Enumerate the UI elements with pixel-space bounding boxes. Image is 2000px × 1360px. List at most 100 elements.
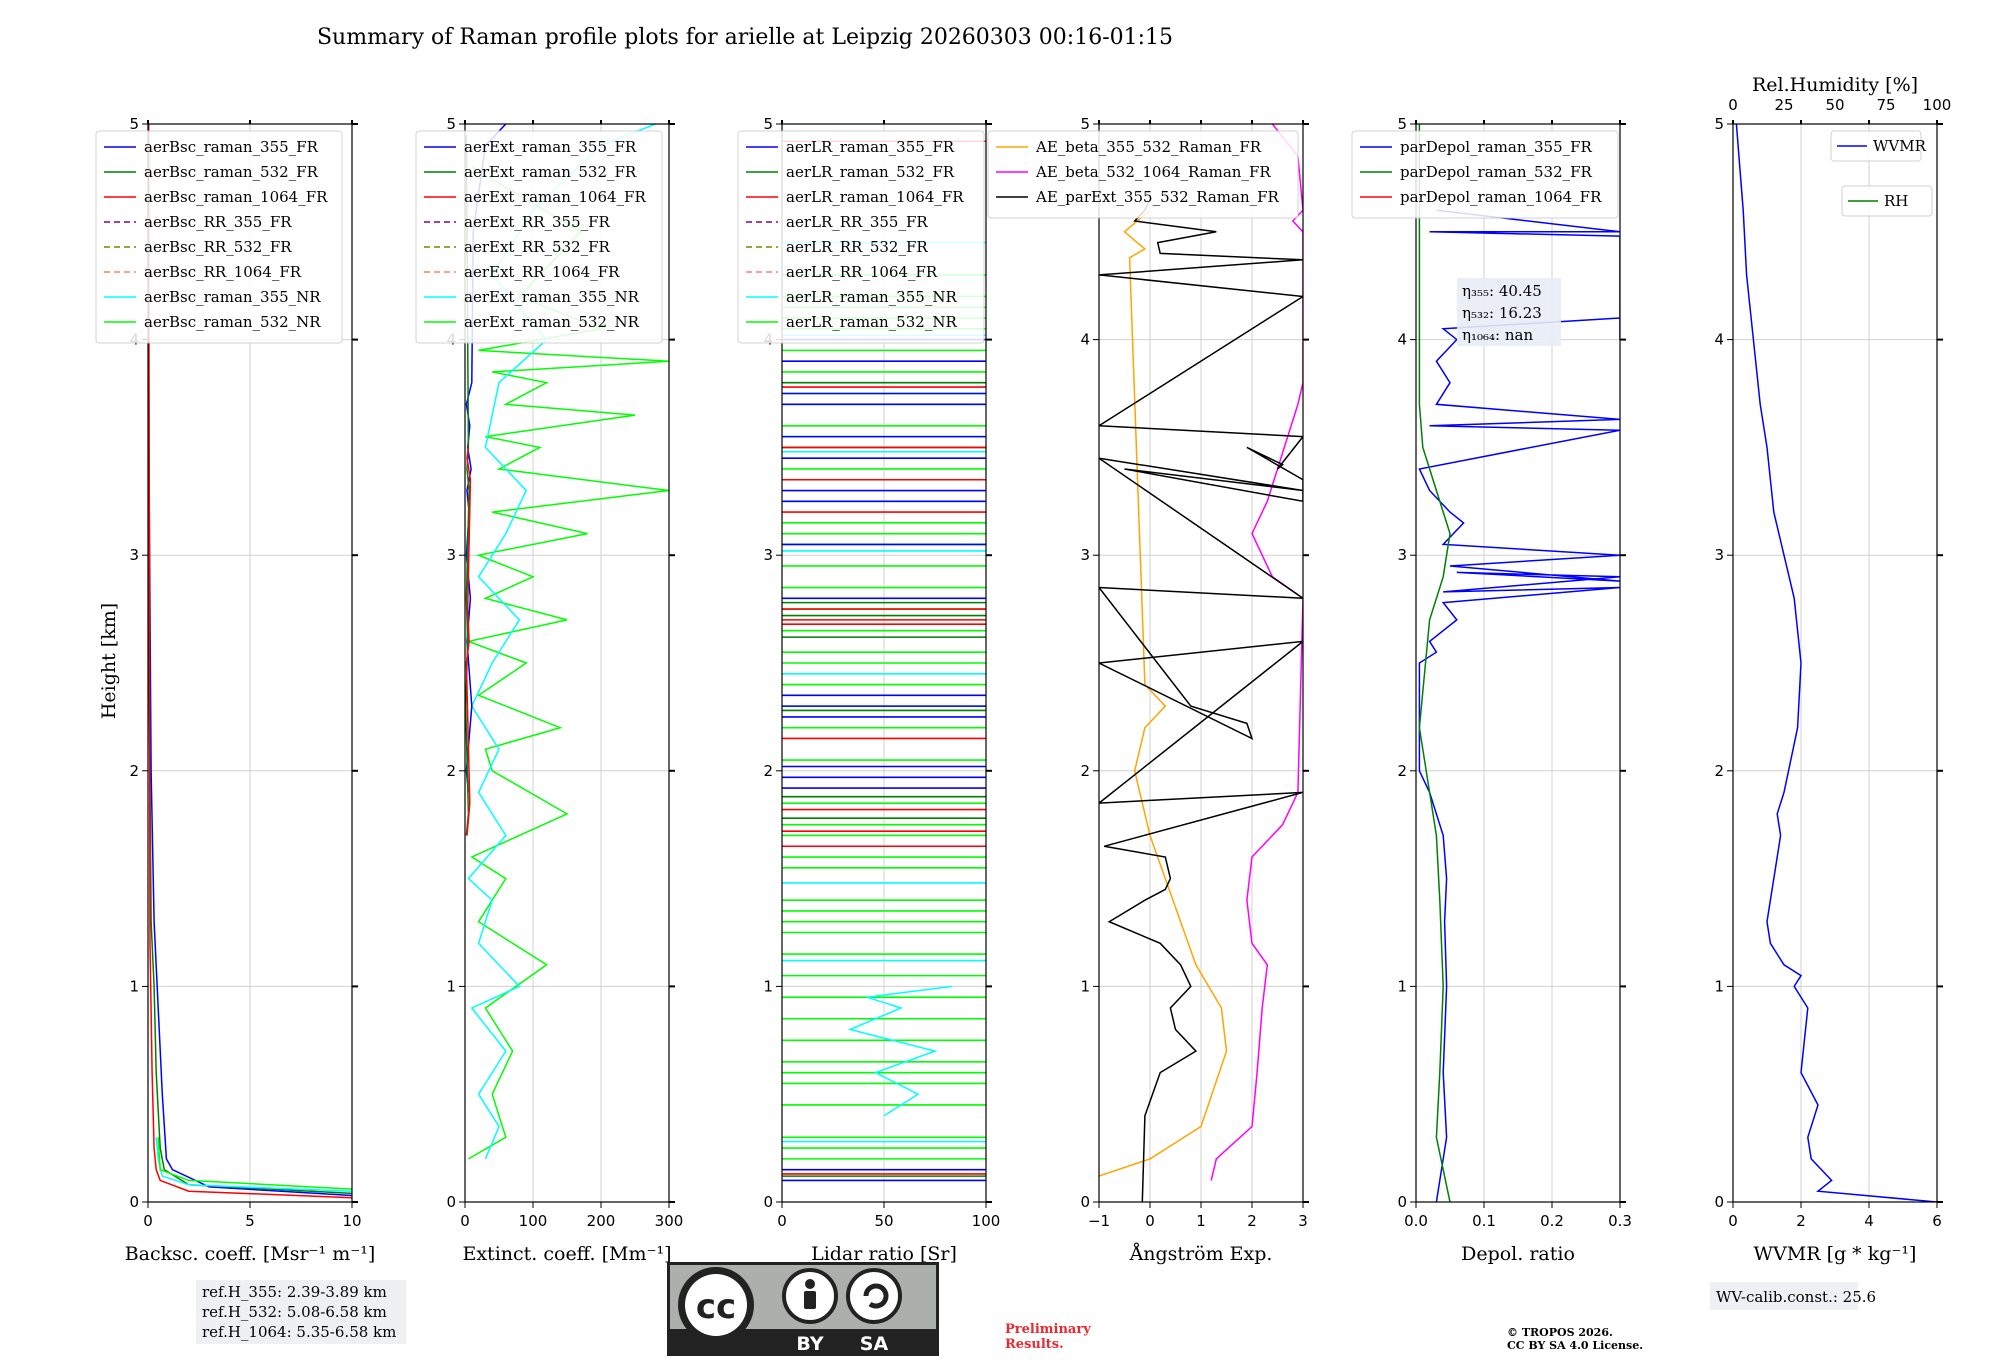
panel-3: 012345050100Lidar ratio [Sr]aerLR_raman_… [737, 115, 1001, 1265]
series-line [465, 166, 669, 1160]
y-tick-label: 4 [1714, 331, 1724, 349]
legend-label: aerBsc_raman_355_NR [144, 288, 321, 306]
series-line [1735, 124, 1937, 1202]
ref-h-532: ref.H_532: 5.08-6.58 km [202, 1303, 387, 1321]
y-tick-label: 3 [1080, 546, 1090, 564]
y-tick-label: 5 [763, 115, 773, 133]
results-label: Results. [1005, 1337, 1064, 1352]
y-tick-label: 2 [129, 762, 139, 780]
legend-RH: RH [1841, 185, 1933, 217]
legend-box [737, 130, 985, 344]
y-tick-label: 2 [1714, 762, 1724, 780]
cc-logo-text: cc [696, 1287, 736, 1327]
legend-box [415, 130, 663, 344]
plot-area [1735, 124, 1937, 1202]
series-line [1099, 199, 1303, 1202]
ref-h-1064: ref.H_1064: 5.35-6.58 km [202, 1323, 396, 1341]
y-tick-label: 3 [1397, 546, 1407, 564]
top-x-tick-label: 0 [1728, 96, 1738, 114]
x-axis-label: Extinct. coeff. [Mm⁻¹] [462, 1243, 671, 1265]
legend-label: aerBsc_raman_532_FR [144, 163, 319, 181]
axes-frame [464, 123, 670, 1203]
legend-label: aerBsc_raman_532_NR [144, 313, 321, 331]
annotation-line: η₅₃₂: 16.23 [1462, 304, 1542, 322]
cc-circle-inner [685, 1274, 747, 1336]
y-axis-label: Height [km] [98, 603, 120, 719]
x-tick-label: 5 [245, 1212, 255, 1230]
top-x-tick-label: 50 [1825, 96, 1844, 114]
y-tick-label: 3 [763, 546, 773, 564]
figure-title: Summary of Raman profile plots for ariel… [317, 25, 1173, 50]
annotation-line: η₃₅₅: 40.45 [1462, 282, 1542, 300]
plot-area [1418, 124, 1620, 1202]
series-line [465, 447, 472, 836]
y-tick-label: 1 [129, 977, 139, 995]
legend-label: aerLR_raman_355_NR [786, 288, 957, 306]
top-x-tick-label: 25 [1774, 96, 1793, 114]
panel-2: 0123450100200300Extinct. coeff. [Mm⁻¹]ae… [415, 115, 684, 1265]
legend-label: AE_beta_532_1064_Raman_FR [1035, 163, 1271, 181]
x-axis-label: WVMR [g * kg⁻¹] [1754, 1243, 1917, 1265]
legend-label: parDepol_raman_532_FR [1400, 163, 1593, 181]
x-tick-label: 100 [519, 1212, 548, 1230]
x-axis-label: Ångström Exp. [1129, 1243, 1273, 1265]
series-line [148, 124, 352, 1199]
top-x-tick-label: 100 [1923, 96, 1952, 114]
legend-label: WVMR [1873, 137, 1927, 155]
legend-label: parDepol_raman_355_FR [1400, 138, 1593, 156]
x-tick-label: 6 [1932, 1212, 1942, 1230]
y-tick-label: 0 [763, 1193, 773, 1211]
legend-label: aerLR_RR_355_FR [786, 213, 928, 231]
legend: aerLR_raman_355_FR aerLR_raman_532_FR aerL… [737, 130, 985, 344]
x-tick-label: 0.2 [1540, 1212, 1564, 1230]
sa-label: SA [860, 1333, 889, 1355]
series-line [1418, 209, 1620, 1202]
panels: 0123450510Backsc. coeff. [Msr⁻¹ m⁻¹]aerB… [95, 74, 1952, 1310]
x-tick-label: 2 [1247, 1212, 1257, 1230]
y-tick-label: 1 [446, 977, 456, 995]
legend-label: aerExt_raman_355_NR [464, 288, 640, 306]
legend-box [987, 130, 1299, 219]
legend-label: aerExt_RR_355_FR [464, 213, 611, 231]
x-tick-label: 100 [972, 1212, 1001, 1230]
legend-label: aerExt_raman_532_FR [464, 163, 637, 181]
legend-label: aerBsc_raman_1064_FR [144, 188, 328, 206]
y-tick-label: 0 [1714, 1193, 1724, 1211]
legend-box [1830, 130, 1922, 162]
x-axis-label: Backsc. coeff. [Msr⁻¹ m⁻¹] [125, 1243, 376, 1265]
copyright-line-2: CC BY SA 4.0 License. [1507, 1339, 1643, 1352]
x-tick-label: 300 [655, 1212, 684, 1230]
legend-label: aerLR_RR_532_FR [786, 238, 928, 256]
x-tick-label: 0 [1145, 1212, 1155, 1230]
x-tick-label: 200 [587, 1212, 616, 1230]
legend-label: AE_parExt_355_532_Raman_FR [1035, 188, 1280, 206]
y-tick-label: 2 [1397, 762, 1407, 780]
series-line [1418, 124, 1451, 1202]
y-tick-label: 3 [129, 546, 139, 564]
legend-label: AE_beta_355_532_Raman_FR [1035, 138, 1262, 156]
legend-label: aerBsc_RR_355_FR [144, 213, 292, 231]
legend-label: aerLR_raman_532_NR [786, 313, 957, 331]
legend-label: aerLR_RR_1064_FR [786, 263, 938, 281]
y-tick-label: 3 [446, 546, 456, 564]
legend-label: aerLR_raman_1064_FR [786, 188, 964, 206]
legend-label: RH [1884, 192, 1908, 210]
legend-label: aerBsc_RR_1064_FR [144, 263, 302, 281]
legend-label: aerLR_raman_532_FR [786, 163, 955, 181]
x-tick-label: 10 [342, 1212, 361, 1230]
series-line [1210, 124, 1303, 1181]
x-tick-label: 0 [1728, 1212, 1738, 1230]
top-x-tick-label: 75 [1876, 96, 1895, 114]
series-line [1099, 209, 1228, 1177]
cc-by-sa-badge: cc BY SA [667, 1262, 939, 1356]
legend-box [1841, 185, 1933, 217]
plot-area [1099, 124, 1303, 1202]
ref-box-bg [196, 1280, 406, 1344]
axes-frame [1732, 123, 1938, 1203]
wv-calib-label: WV-calib.const.: 25.6 [1710, 1282, 1876, 1310]
legend-label: aerBsc_RR_532_FR [144, 238, 292, 256]
by-label: BY [796, 1333, 823, 1355]
legend-box [1351, 130, 1619, 219]
ref-h-355: ref.H_355: 2.39-3.89 km [202, 1283, 387, 1301]
y-tick-label: 3 [1714, 546, 1724, 564]
